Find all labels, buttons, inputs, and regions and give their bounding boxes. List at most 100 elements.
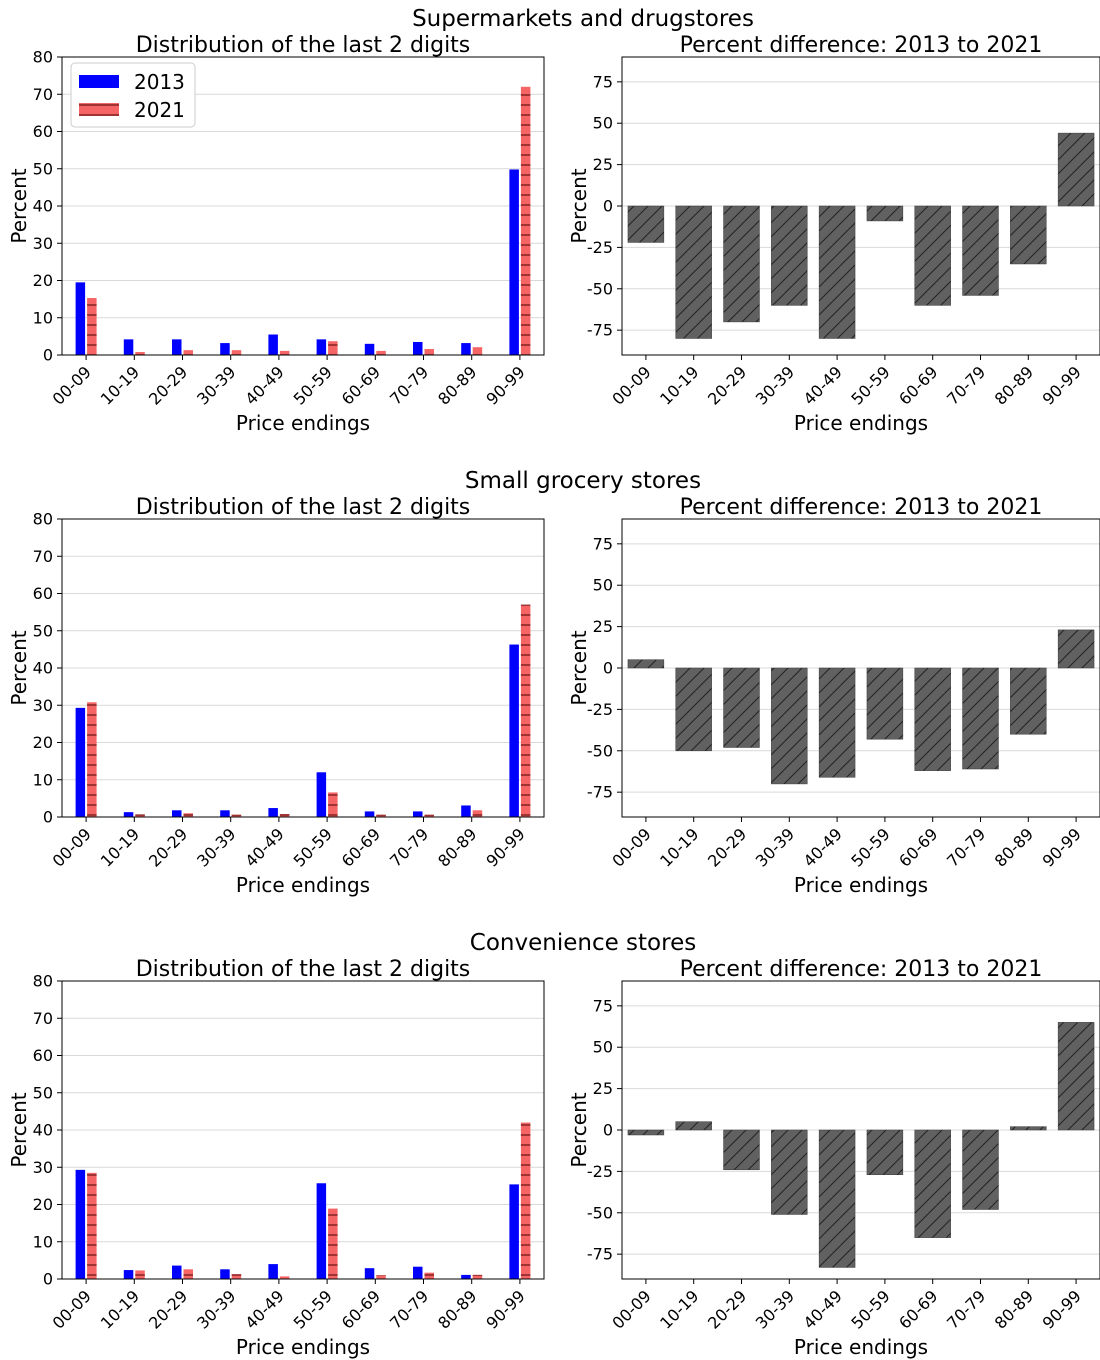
difference-bar-hatch [819,1130,856,1268]
x-tick-label: 90-99 [1039,362,1085,408]
x-tick-label: 70-79 [943,1286,989,1332]
bar-2013 [268,808,278,817]
bar-hatch-2021 [424,349,434,355]
panel-title: Distribution of the last 2 digits [136,495,471,520]
x-tick-label: 00-09 [49,1286,95,1332]
y-axis-label: Percent [567,1092,591,1167]
x-tick-label: 90-99 [1039,1286,1085,1332]
bar-hatch-2021 [424,1272,434,1279]
row3-suptitle: Convenience stores [470,930,696,956]
x-tick-label: 90-99 [482,824,528,870]
y-tick-label: 70 [33,85,53,104]
x-tick-label: 80-89 [991,824,1037,870]
bar-2013 [413,1266,423,1279]
legend-swatch-2013 [79,75,119,88]
difference-bar-hatch [675,206,712,339]
x-tick-label: 90-99 [1039,824,1085,870]
legend-swatch-2021-hatch [79,103,119,116]
y-tick-label: -75 [587,321,613,340]
y-tick-label: 75 [593,534,613,553]
x-tick-label: 50-59 [847,1286,893,1332]
y-tick-label: 50 [33,621,53,640]
difference-bar-hatch [627,1130,664,1135]
legend-label-2013: 2013 [134,70,185,94]
x-tick-label: 80-89 [434,1286,480,1332]
bar-hatch-2021 [472,1274,483,1279]
x-tick-label: 30-39 [752,824,798,870]
bar-hatch-2021 [520,604,531,817]
y-tick-label: 50 [33,159,53,178]
legend: 2013 2021 [70,62,196,128]
difference-bar-hatch [914,206,951,306]
y-tick-label: 0 [603,197,613,216]
bar-2013 [172,1265,182,1279]
bar-hatch-2021 [279,350,290,355]
difference-bar-hatch [1010,668,1047,735]
y-axis-label: Percent [7,630,31,705]
x-tick-label: 90-99 [482,362,528,408]
bar-hatch-2021 [231,1274,242,1279]
y-tick-label: 70 [33,547,53,566]
x-tick-label: 50-59 [290,1286,336,1332]
x-axis-label: Price endings [794,873,928,897]
bar-hatch-2021 [376,814,386,817]
bar-hatch-2021 [231,814,242,817]
bar-hatch-2021 [87,702,97,817]
difference-bar-hatch [962,206,999,296]
panel-title: Distribution of the last 2 digits [136,33,471,58]
x-tick-label: 10-19 [656,824,702,870]
x-tick-label: 80-89 [991,1286,1037,1332]
x-tick-label: 00-09 [49,362,95,408]
y-tick-label: 50 [593,1038,613,1057]
y-tick-label: 10 [33,770,53,789]
y-tick-label: 40 [33,659,53,678]
y-tick-label: 0 [603,659,613,678]
x-axis-label: Price endings [236,873,370,897]
x-tick-label: 00-09 [49,824,95,870]
x-tick-label: 00-09 [608,1286,654,1332]
difference-bar-hatch [819,206,856,339]
x-tick-label: 80-89 [991,362,1037,408]
y-tick-label: -50 [587,741,613,760]
bar-hatch-2021 [520,86,531,356]
axes-frame [61,980,545,1280]
panel-title: Percent difference: 2013 to 2021 [680,957,1043,982]
y-tick-label: 50 [593,114,613,133]
x-tick-label: 30-39 [193,824,239,870]
y-tick-label: 30 [33,696,53,715]
difference-bar-hatch [866,206,903,221]
x-tick-label: 70-79 [386,362,432,408]
x-tick-label: 60-69 [895,362,941,408]
bar-hatch-2021 [376,350,386,355]
x-tick-label: 90-99 [482,1286,528,1332]
y-tick-label: -25 [587,700,613,719]
bar-2013 [268,334,278,355]
bar-hatch-2021 [135,1270,145,1279]
x-tick-label: 70-79 [386,1286,432,1332]
difference-bar-hatch [962,668,999,769]
y-tick-label: 10 [33,308,53,327]
y-tick-label: -25 [587,1162,613,1181]
x-tick-label: 10-19 [97,824,143,870]
bar-2013 [75,1169,86,1279]
x-axis-label: Price endings [794,411,928,435]
difference-bar-hatch [1010,206,1047,264]
difference-bar-hatch [962,1130,999,1210]
y-tick-label: 10 [33,1232,53,1251]
x-tick-label: 50-59 [847,824,893,870]
x-tick-label: 70-79 [943,362,989,408]
y-tick-label: 60 [33,1046,53,1065]
difference-bar-hatch [1058,629,1095,668]
legend-label-2021: 2021 [134,98,185,122]
y-tick-label: 75 [593,72,613,91]
bar-2013 [75,707,86,817]
difference-bar-hatch [1058,133,1095,206]
x-tick-label: 60-69 [338,1286,384,1332]
axes-frame [61,518,545,818]
difference-bar-hatch [723,1130,760,1170]
bar-2013 [75,282,86,355]
x-tick-label: 20-29 [145,824,191,870]
bar-2013 [364,1268,375,1279]
y-tick-label: 20 [33,1195,53,1214]
panel-title: Percent difference: 2013 to 2021 [680,495,1043,520]
